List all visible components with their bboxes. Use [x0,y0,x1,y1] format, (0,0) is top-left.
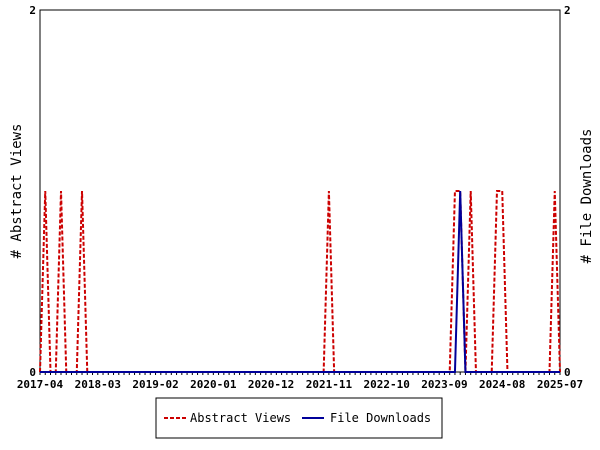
x-tick-label: 2019-02 [132,378,178,391]
x-axis-labels: 2017-04 2018-03 2019-02 2020-01 2020-12 2021-… [17,378,583,391]
x-tick-label: 2022-10 [363,378,409,391]
x-tick-label: 2023-09 [421,378,467,391]
y-axis-labels: 0 2 0 2 [29,4,570,379]
x-tick-label: 2020-12 [248,378,294,391]
legend: Abstract Views File Downloads [155,397,443,439]
series-line-file-downloads [40,190,560,373]
y-right-axis-title: # File Downloads [579,129,595,264]
x-tick-label: 2018-03 [75,378,121,391]
legend-box [155,397,443,439]
x-tick-label: 2024-08 [479,378,525,391]
y-right-tick-label: 2 [564,4,571,17]
x-tick-label: 2025-07 [537,378,583,391]
y-right-tick-label: 0 [564,366,571,379]
legend-label-file-downloads: File Downloads [330,411,431,425]
y-left-tick-label: 2 [29,4,36,17]
y-left-tick-label: 0 [29,366,36,379]
x-tick-label: 2021-11 [306,378,353,391]
series-layer [39,190,561,373]
x-tick-label: 2020-01 [190,378,237,391]
y-left-axis-title: # Abstract Views [9,124,25,259]
x-tick-label: 2017-04 [17,378,64,391]
plot-area [39,9,561,373]
legend-label-abstract-views: Abstract Views [190,411,291,425]
